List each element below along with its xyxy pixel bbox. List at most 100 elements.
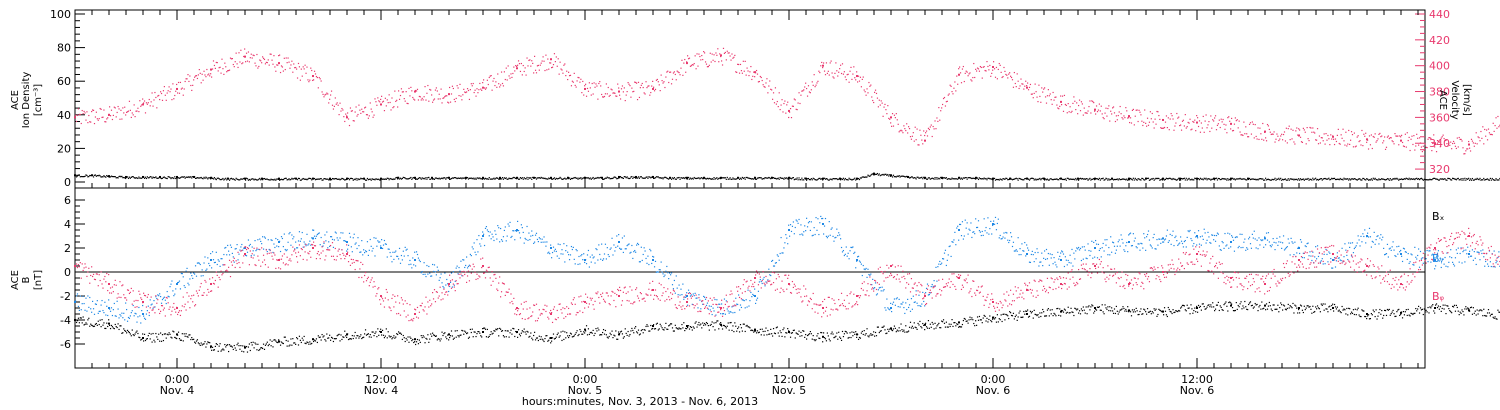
- density-sample: [1295, 178, 1297, 181]
- velocity-sample: [242, 62, 244, 64]
- bx-y-sample: [131, 310, 133, 312]
- density-sample: [220, 179, 222, 181]
- velocity-sample: [1128, 117, 1130, 119]
- velocity-sample: [964, 72, 966, 74]
- bx-y-sample: [1312, 251, 1314, 253]
- bx-y-sample: [249, 243, 251, 246]
- velocity-sample: [1285, 127, 1287, 129]
- velocity-sample: [1152, 121, 1154, 123]
- bx-y-sample: [1073, 252, 1075, 254]
- bx-y-sample: [510, 236, 512, 239]
- bx-y-sample: [1481, 252, 1483, 255]
- velocity-sample: [754, 76, 756, 78]
- bx-y-sample: [162, 297, 165, 299]
- density-sample: [806, 179, 808, 181]
- velocity-sample: [587, 90, 590, 92]
- density-sample: [323, 178, 325, 180]
- bx-y-sample: [343, 240, 345, 242]
- bx-y-sample: [451, 286, 454, 288]
- density-sample: [729, 177, 731, 179]
- bx-y-sample: [848, 258, 850, 260]
- velocity-sample: [1224, 128, 1226, 130]
- bx-y-sample: [646, 262, 648, 264]
- bx-y-sample: [1183, 240, 1185, 243]
- velocity-sample: [1250, 133, 1253, 135]
- bx-y-sample: [1228, 247, 1230, 249]
- velocity-sample: [1246, 133, 1248, 135]
- density-sample: [602, 178, 605, 180]
- density-sample: [1199, 177, 1202, 179]
- bx-z-point: [516, 307, 518, 309]
- bx-y-sample: [673, 279, 675, 282]
- density-sample: [732, 177, 734, 179]
- bx-y-sample: [254, 240, 256, 242]
- density-sample: [1238, 178, 1240, 180]
- density-sample: [1161, 178, 1163, 180]
- bx-y-sample: [993, 220, 995, 222]
- velocity-sample: [586, 87, 589, 90]
- density-sample: [248, 178, 250, 181]
- bx-y-sample: [1078, 246, 1080, 249]
- bx-y-sample: [542, 241, 544, 243]
- velocity-sample: [1086, 112, 1088, 114]
- velocity-sample: [1127, 117, 1129, 119]
- bx-z-point: [890, 265, 892, 267]
- velocity-sample: [1175, 122, 1177, 124]
- velocity-sample: [592, 93, 594, 95]
- bx-y-sample: [339, 237, 341, 239]
- bx-y-sample: [179, 288, 182, 290]
- velocity-sample: [687, 58, 690, 60]
- density-sample: [658, 177, 660, 179]
- bx-y-sample: [302, 246, 304, 248]
- density-sample: [1119, 179, 1121, 181]
- density-sample: [836, 178, 838, 180]
- bx-z-point: [754, 277, 756, 279]
- velocity-sample: [146, 103, 148, 105]
- velocity-sample: [1028, 86, 1031, 89]
- density-sample: [1318, 178, 1321, 181]
- velocity-point: [686, 62, 688, 65]
- velocity-sample: [367, 117, 369, 119]
- bx-y-sample: [748, 305, 750, 307]
- velocity-sample: [77, 108, 80, 110]
- bx-y-sample: [568, 259, 571, 261]
- density-sample: [75, 176, 78, 178]
- bx-y-sample: [716, 299, 718, 301]
- velocity-sample: [1252, 123, 1254, 125]
- velocity-sample: [1036, 96, 1038, 98]
- velocity-sample: [404, 100, 406, 102]
- density-sample: [115, 177, 117, 179]
- velocity-sample: [338, 114, 340, 116]
- bx-y-sample: [575, 248, 577, 251]
- velocity-sample: [1464, 153, 1466, 155]
- bx-y-sample: [916, 302, 918, 304]
- velocity-sample: [601, 93, 603, 96]
- bx-y-sample: [1156, 238, 1158, 241]
- density-sample: [516, 178, 518, 180]
- velocity-sample: [727, 52, 729, 54]
- bx-y-sample: [303, 241, 305, 243]
- velocity-sample: [573, 72, 575, 74]
- density-sample: [594, 177, 596, 180]
- density-sample: [930, 178, 932, 180]
- bx-y-sample: [908, 306, 910, 309]
- velocity-sample: [250, 53, 252, 55]
- bx-y-sample: [498, 227, 500, 229]
- bx-y-sample: [1426, 249, 1428, 252]
- velocity-sample: [1286, 142, 1288, 144]
- density-sample: [1215, 177, 1218, 179]
- velocity-sample: [516, 65, 518, 68]
- bx-y-sample: [161, 298, 164, 301]
- bx-y-sample: [1305, 245, 1307, 248]
- velocity-sample: [1023, 88, 1025, 90]
- velocity-sample: [963, 80, 965, 83]
- density-sample: [333, 178, 335, 180]
- density-sample: [168, 176, 170, 178]
- bx-y-sample: [635, 251, 637, 253]
- density-sample: [413, 176, 415, 179]
- velocity-sample: [1219, 126, 1221, 129]
- density-sample: [298, 177, 301, 180]
- density-sample: [853, 178, 855, 180]
- density-sample: [1117, 179, 1119, 181]
- density-sample: [881, 174, 883, 176]
